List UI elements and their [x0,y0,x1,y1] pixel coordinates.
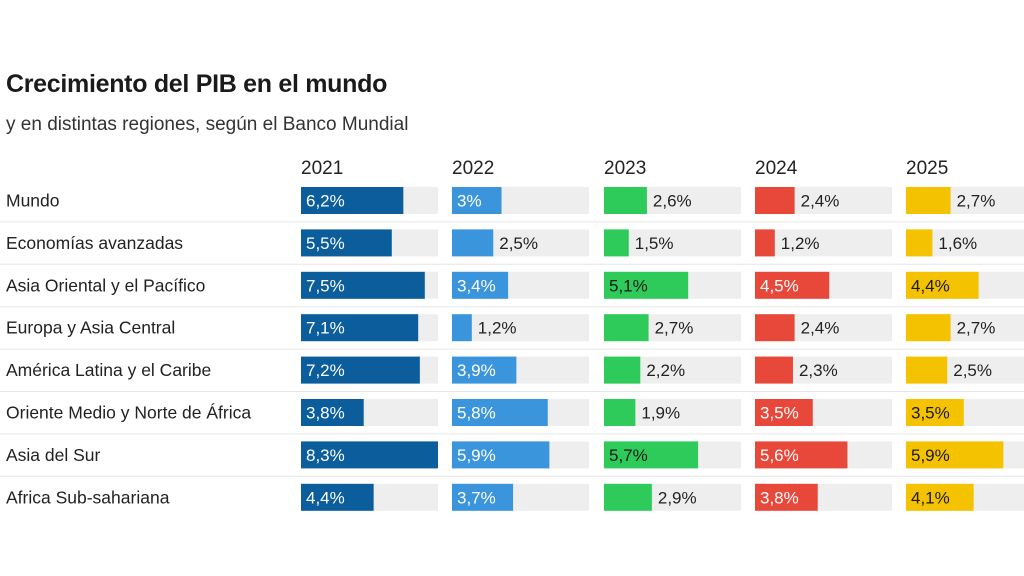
chart-subtitle: y en distintas regiones, según el Banco … [6,114,409,135]
value-label: 3,7% [457,488,496,507]
bar-2025 [906,314,951,342]
bar-2021 [301,314,419,342]
bar-2021 [301,187,404,214]
value-label: 2,7% [655,319,694,338]
year-header-2021: 2021 [301,158,343,179]
value-label: 2,5% [499,234,538,253]
region-label: Africa Sub-sahariana [6,487,170,507]
region-label: Asia Oriental y el Pacífico [6,275,205,295]
value-label: 7,2% [306,361,345,380]
value-label: 4,4% [911,276,950,295]
value-label: 4,1% [911,488,950,507]
value-label: 5,9% [457,446,496,465]
bar-2023 [604,483,652,511]
value-label: 2,6% [653,192,692,211]
year-header-2022: 2022 [452,158,494,179]
value-label: 1,2% [781,234,820,253]
bar-2023 [604,271,689,299]
bar-2025 [906,271,979,299]
value-label: 2,2% [646,361,685,380]
bar-2021 [301,483,374,511]
value-label: 2,4% [801,319,840,338]
bar-2022 [452,399,548,426]
value-label: 5,1% [609,276,648,295]
bar-2025 [906,399,964,426]
value-label: 7,1% [306,319,345,338]
value-label: 5,5% [306,234,345,253]
bar-2025 [906,483,974,511]
bar-2023 [604,187,647,214]
bar-2022 [452,356,517,384]
chart-title: Crecimiento del PIB en el mundo [6,70,388,98]
value-label: 3,5% [760,404,799,423]
value-label: 1,9% [641,404,680,423]
value-label: 5,7% [609,446,648,465]
region-label: Economías avanzadas [6,233,183,253]
value-label: 6,2% [306,192,345,211]
bar-2021 [301,399,364,426]
bar-2023 [604,399,636,426]
region-label: Europa y Asia Central [6,318,175,338]
bar-2024 [755,187,795,214]
bar-track [452,314,589,342]
bar-2022 [452,441,550,469]
bar-2025 [906,441,1004,469]
bar-2024 [755,483,818,511]
bar-2023 [604,356,641,384]
bar-2023 [604,314,649,342]
bar-2025 [906,356,948,384]
year-header-2023: 2023 [604,158,646,179]
bar-2022 [452,483,514,511]
value-label: 2,9% [658,488,697,507]
bar-2025 [906,229,933,257]
bar-2021 [301,441,438,469]
value-label: 5,6% [760,446,799,465]
bar-2024 [755,441,848,469]
value-label: 3% [457,192,482,211]
region-label: Oriente Medio y Norte de África [6,403,251,423]
year-header-2024: 2024 [755,158,798,179]
value-label: 3,4% [457,276,496,295]
value-label: 5,8% [457,404,496,423]
bar-2024 [755,399,813,426]
bar-2024 [755,229,775,257]
value-label: 1,6% [938,234,977,253]
value-label: 3,9% [457,361,496,380]
region-label: Mundo [6,191,60,211]
bar-2022 [452,229,494,257]
region-label: América Latina y el Caribe [6,360,211,380]
bar-2023 [604,441,699,469]
value-label: 2,7% [957,319,996,338]
bar-2021 [301,356,420,384]
bar-2024 [755,271,830,299]
value-label: 2,5% [953,361,992,380]
bar-2024 [755,356,793,384]
bar-2024 [755,314,795,342]
bar-2022 [452,271,509,299]
region-label: Asia del Sur [6,445,101,465]
value-label: 1,2% [478,319,517,338]
value-label: 7,5% [306,276,345,295]
bar-2022 [452,187,502,214]
value-label: 3,8% [306,404,345,423]
bar-2021 [301,271,425,299]
bar-2022 [452,314,472,342]
value-label: 4,4% [306,488,345,507]
bar-track [755,229,892,257]
bar-2023 [604,229,629,257]
year-header-2025: 2025 [906,158,948,179]
value-label: 2,7% [957,192,996,211]
bar-2025 [906,187,951,214]
value-label: 8,3% [306,446,345,465]
value-label: 1,5% [635,234,674,253]
value-label: 3,5% [911,404,950,423]
value-label: 3,8% [760,488,799,507]
value-label: 5,9% [911,446,950,465]
value-label: 4,5% [760,276,799,295]
value-label: 2,3% [799,361,838,380]
bar-2021 [301,229,392,257]
value-label: 2,4% [801,192,840,211]
